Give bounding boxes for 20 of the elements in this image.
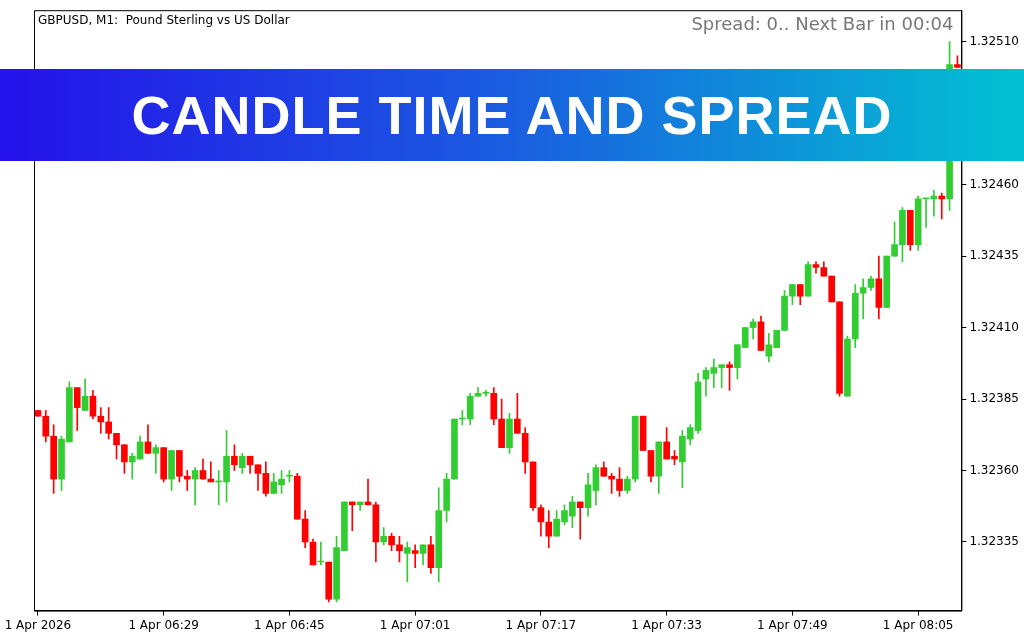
- x-tick-label: 1 Apr 06:45: [254, 617, 325, 632]
- y-tick-label: 1.32460: [969, 176, 1019, 191]
- candlestick: [883, 255, 891, 308]
- x-tick-label: 1 Apr 07:33: [631, 617, 702, 632]
- x-tick-label: 1 Apr 07:49: [757, 617, 828, 632]
- x-tick-label: 1 Apr 07:01: [379, 617, 451, 632]
- y-tick-label: 1.32360: [969, 462, 1019, 477]
- annotation: Spread: 0.. Next Bar in 00:04: [691, 12, 954, 34]
- y-tick-label: 1.32510: [969, 33, 1019, 48]
- candlestick: [639, 415, 647, 451]
- x-tick-label: 1 Apr 2026: [4, 617, 72, 632]
- x-tick-label: 1 Apr 08:05: [882, 617, 954, 632]
- x-tick-label: 1 Apr 07:17: [505, 617, 577, 632]
- y-tick-label: 1.32385: [969, 391, 1019, 406]
- x-tick-label: 1 Apr 06:29: [128, 617, 199, 632]
- y-tick-label: 1.32335: [969, 534, 1019, 549]
- y-tick-label: 1.32435: [969, 248, 1019, 263]
- title-banner: CANDLE TIME AND SPREAD: [0, 69, 1024, 161]
- y-tick-label: 1.32410: [969, 319, 1019, 334]
- chart-subtitle: GBPUSD, M1: Pound Sterling vs US Dollar: [38, 13, 290, 28]
